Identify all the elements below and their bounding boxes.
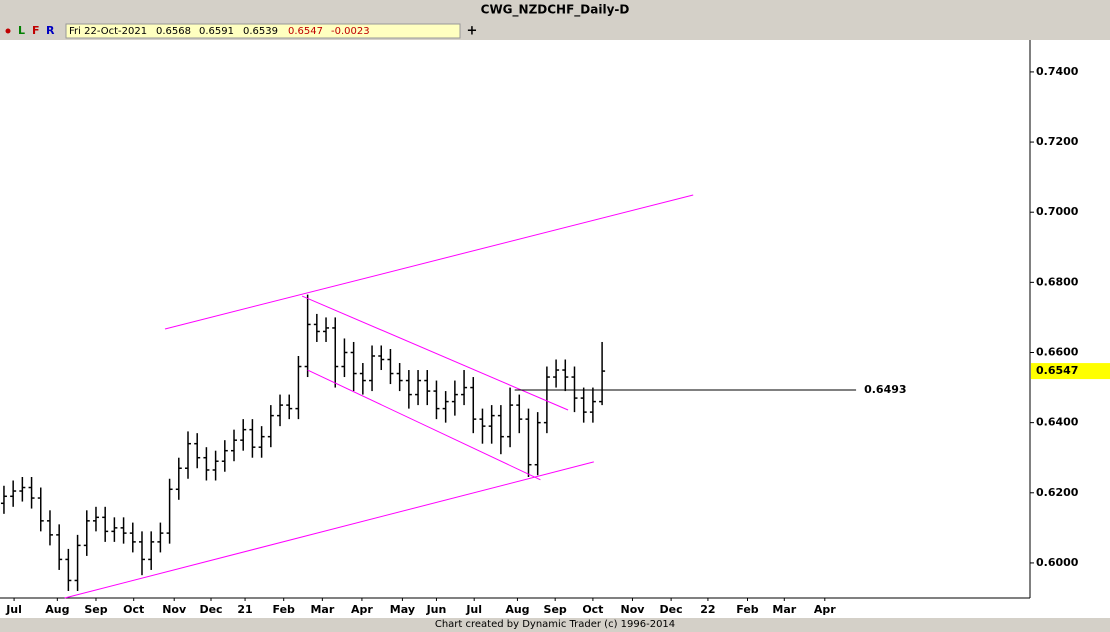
x-tick-label: May [390,603,415,616]
plot-bg [0,40,1110,598]
info-high: 0.6591 [199,26,234,37]
info-change: -0.0023 [331,26,370,37]
x-tick-label: Dec [199,603,222,616]
x-tick-label: Mar [772,603,796,616]
y-tick-label: 0.7000 [1036,205,1079,218]
x-tick-label: Oct [123,603,144,616]
x-tick-label: Feb [736,603,759,616]
y-tick-label: 0.6000 [1036,556,1079,569]
info-open: 0.6568 [156,26,191,37]
trend-line [307,369,541,481]
trend-line [164,194,694,330]
x-tick-label: Apr [351,603,373,616]
x-tick-label: Jul [465,603,482,616]
y-tick-label: 0.6200 [1036,486,1079,499]
y-tick-label: 0.6600 [1036,345,1079,358]
trend-line [301,295,569,411]
add-button[interactable]: + [467,24,478,39]
x-tick-label: Feb [273,603,296,616]
chart-title: CWG_NZDCHF_Daily-D [481,3,630,18]
menu-item[interactable]: F [32,24,40,37]
x-tick-label: Jul [5,603,22,616]
last-price-tag [1031,363,1110,380]
x-tick-label: Aug [45,603,69,616]
x-tick-label: Aug [505,603,529,616]
y-tick-label: 0.6400 [1036,416,1079,429]
x-tick-label: Apr [814,603,836,616]
x-tick-label: Sep [84,603,107,616]
x-axis-bg [0,598,1110,618]
info-box [65,23,461,39]
y-tick-label: 0.6800 [1036,275,1079,288]
x-tick-label: Nov [162,603,187,616]
y-tick-label: 0.7400 [1036,65,1079,78]
last-price-label: 0.6547 [1036,364,1078,377]
level-label: 0.6493 [864,383,906,396]
x-tick-label: Jun [426,603,447,616]
menu-dot [5,28,11,34]
x-tick-label: Nov [620,603,645,616]
footer: Chart created by Dynamic Trader (c) 1996… [435,619,675,630]
trend-line [64,461,594,599]
x-tick-label: 21 [237,603,252,616]
x-tick-label: Sep [544,603,567,616]
menu-item[interactable]: L [18,24,25,37]
info-close: 0.6547 [288,26,323,37]
info-low: 0.6539 [243,26,278,37]
x-tick-label: Mar [310,603,334,616]
info-date: Fri 22-Oct-2021 [69,26,147,37]
menu-item[interactable]: R [46,24,55,37]
x-tick-label: Dec [660,603,683,616]
y-tick-label: 0.7200 [1036,135,1079,148]
x-tick-label: Oct [582,603,603,616]
x-tick-label: 22 [700,603,715,616]
